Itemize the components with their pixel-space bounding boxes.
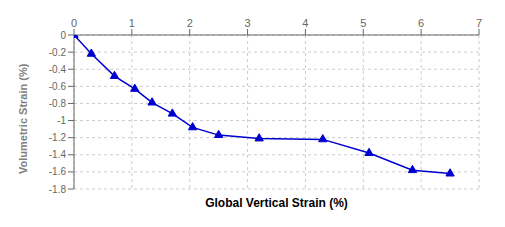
svg-text:-0.8: -0.8 (49, 98, 67, 109)
svg-text:-1.2: -1.2 (49, 132, 67, 143)
svg-text:Volumetric Strain (%): Volumetric Strain (%) (17, 63, 29, 174)
svg-text:3: 3 (245, 17, 251, 29)
svg-text:-0.4: -0.4 (49, 64, 67, 75)
svg-text:-1.8: -1.8 (49, 184, 67, 194)
svg-text:-1.4: -1.4 (49, 149, 67, 160)
svg-text:2: 2 (187, 17, 193, 29)
svg-text:-1.6: -1.6 (49, 166, 67, 177)
svg-text:0: 0 (71, 17, 77, 29)
svg-text:-0.6: -0.6 (49, 81, 67, 92)
html-text:Global Vertical Strain (%): Global Vertical Strain (%) (205, 196, 348, 210)
svg-text:-1: -1 (57, 115, 66, 126)
svg-text:5: 5 (360, 17, 366, 29)
svg-text:4: 4 (302, 17, 308, 29)
svg-text:7: 7 (476, 17, 482, 29)
svg-text:1: 1 (129, 17, 135, 29)
svg-text:0: 0 (60, 30, 66, 41)
svg-text:-0.2: -0.2 (49, 47, 67, 58)
svg-text:6: 6 (418, 17, 424, 29)
